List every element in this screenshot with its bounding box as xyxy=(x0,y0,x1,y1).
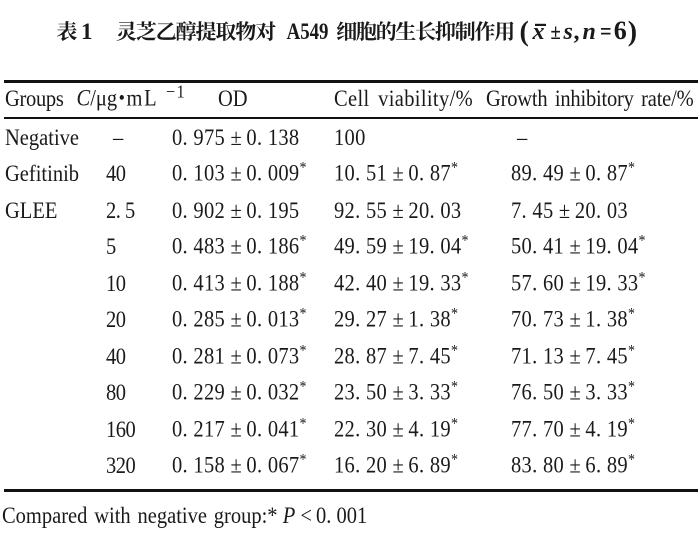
svg-text:A549: A549 xyxy=(287,18,329,44)
svg-text:s: s xyxy=(563,19,573,45)
svg-text:±: ± xyxy=(551,21,561,45)
svg-text:,: , xyxy=(574,19,580,45)
svg-text:): ) xyxy=(628,17,637,48)
svg-text:6: 6 xyxy=(614,16,627,45)
svg-text:1: 1 xyxy=(81,19,93,44)
svg-text:(: ( xyxy=(520,17,529,48)
svg-text:n: n xyxy=(583,19,596,45)
svg-text:=: = xyxy=(600,17,612,44)
svg-text:x: x xyxy=(532,19,545,45)
